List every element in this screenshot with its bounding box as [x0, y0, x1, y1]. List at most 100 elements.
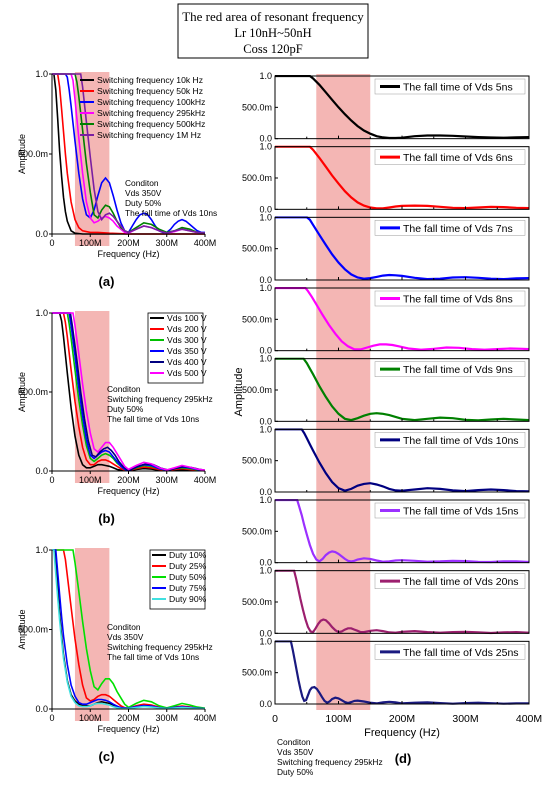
y-tick-label-b: 1.0 — [35, 308, 48, 318]
x-tick-label-a: 100M — [79, 238, 102, 248]
x-tick-label-d: 300M — [452, 713, 478, 725]
legend-box-d — [374, 502, 526, 519]
y-tick-label-d: 0.0 — [259, 204, 272, 214]
y-tick-label-d: 1.0 — [259, 424, 272, 434]
y-axis-label-d: Amplitude — [233, 368, 245, 417]
legend-label-b: Vds 100 V — [167, 313, 207, 323]
y-tick-label-d: 0.0 — [259, 416, 272, 426]
y-tick-label-d: 1.0 — [259, 142, 272, 152]
y-tick-label-d: 500.0m — [242, 385, 272, 395]
panel-label-b: (b) — [98, 511, 115, 526]
y-tick-label-d: 500.0m — [242, 526, 272, 536]
legend-label-a: Switching frequency 1M Hz — [97, 130, 201, 140]
y-tick-label-d: 1.0 — [259, 212, 272, 222]
legend-label-d: The fall time of Vds 15ns — [403, 506, 519, 518]
subplot-d-7: 0.0 500.0m 1.0 The fall time of Vds 20ns — [242, 566, 530, 638]
condition-line-a: Vds 350V — [125, 188, 162, 198]
x-tick-label-d: 0 — [272, 713, 278, 725]
legend-label-d: The fall time of Vds 8ns — [403, 294, 513, 306]
legend-a: Switching frequency 10k Hz Switching freq… — [80, 75, 205, 140]
subplot-d-8: 0.0 500.0m 1.0 The fall time of Vds 25ns — [242, 636, 530, 709]
x-tick-label-a: 400M — [194, 238, 217, 248]
y-tick-label-d: 500.0m — [242, 456, 272, 466]
series-line-d-5 — [275, 428, 529, 493]
x-tick-label-b: 0 — [49, 475, 54, 485]
subplot-d-6: 0.0 500.0m 1.0 The fall time of Vds 15ns — [242, 495, 530, 568]
legend-label-a: Switching frequency 10k Hz — [97, 75, 203, 85]
x-tick-label-c: 200M — [117, 713, 140, 723]
y-tick-label-d: 1.0 — [259, 354, 272, 364]
y-tick-label-d: 0.0 — [259, 487, 272, 497]
x-tick-label-b: 100M — [79, 475, 102, 485]
y-tick-label-d: 0.0 — [259, 699, 272, 709]
legend-box-d — [374, 573, 526, 589]
y-axis-label-c: Amplitude — [17, 609, 27, 649]
y-tick-label-c: 500.0m — [18, 625, 48, 635]
legend-label-b: Vds 200 V — [167, 324, 207, 334]
y-tick-label-d: 500.0m — [242, 597, 272, 607]
series-line-d-0 — [275, 75, 529, 140]
x-tick-label-b: 400M — [194, 475, 217, 485]
x-tick-label-c: 400M — [194, 713, 217, 723]
legend-label-b: Vds 500 V — [167, 368, 207, 378]
panel-label-d: (d) — [395, 751, 412, 766]
legend-label-a: Switching frequency 500kHz — [97, 119, 205, 129]
x-axis-label-c: Frequency (Hz) — [97, 724, 159, 734]
condition-line-b: Conditon — [107, 384, 141, 394]
legend-box-d — [374, 220, 526, 236]
x-tick-label-d: 400M — [516, 713, 542, 725]
y-tick-label-a: 0.0 — [35, 229, 48, 239]
y-tick-label-a: 1.0 — [35, 69, 48, 79]
legend-box-d — [374, 432, 526, 448]
x-tick-label-b: 300M — [155, 475, 178, 485]
condition-line-d: Vds 350V — [277, 747, 314, 757]
subplot-d-3: 0.0 500.0m 1.0 The fall time of Vds 8ns — [242, 283, 530, 356]
x-tick-label-a: 0 — [49, 238, 54, 248]
x-tick-label-a: 200M — [117, 238, 140, 248]
y-axis-label-a: Amplitude — [17, 134, 27, 174]
legend-box-b — [147, 312, 204, 384]
y-tick-label-d: 0.0 — [259, 134, 272, 144]
header-capacitance: Coss 120pF — [243, 42, 302, 56]
subplot-d-5: 0.0 500.0m 1.0 The fall time of Vds 10ns — [242, 424, 530, 497]
y-tick-label-d: 0.0 — [259, 346, 272, 356]
subplot-d-2: 0.0 500.0m 1.0 The fall time of Vds 7ns — [242, 212, 530, 285]
header-inductance: Lr 10nH~50nH — [234, 26, 311, 40]
condition-line-c: Switching frequency 295kHz — [107, 642, 213, 652]
y-tick-label-c: 0.0 — [35, 704, 48, 714]
legend-label-a: Switching frequency 295kHz — [97, 108, 205, 118]
y-tick-label-d: 1.0 — [259, 71, 272, 81]
condition-line-b: Switching frequency 295kHz — [107, 394, 213, 404]
resonant-region-d — [316, 74, 371, 710]
y-tick-label-d: 500.0m — [242, 102, 272, 112]
legend-label-d: The fall time of Vds 25ns — [403, 647, 519, 659]
y-tick-label-d: 0.0 — [259, 628, 272, 638]
panel-label-a: (a) — [99, 274, 115, 289]
condition-line-a: Conditon — [125, 178, 159, 188]
legend-label-c: Duty 50% — [169, 572, 207, 582]
condition-line-b: Duty 50% — [107, 404, 144, 414]
legend-label-d: The fall time of Vds 9ns — [403, 364, 513, 376]
panel-label-c: (c) — [99, 749, 115, 764]
x-tick-label-d: 200M — [389, 713, 415, 725]
y-tick-label-b: 500.0m — [18, 387, 48, 397]
y-tick-label-b: 0.0 — [35, 466, 48, 476]
resonant-region-c — [74, 548, 110, 721]
series-line-d-7 — [275, 569, 529, 635]
legend-box-d — [374, 290, 526, 307]
legend-label-d: The fall time of Vds 20ns — [403, 576, 519, 588]
x-axis-label-a: Frequency (Hz) — [97, 249, 159, 259]
legend-label-b: Vds 350 V — [167, 346, 207, 356]
subplot-d-1: 0.0 500.0m 1.0 The fall time of Vds 6ns — [242, 142, 530, 214]
header-title: The red area of resonant frequency — [182, 9, 364, 24]
x-tick-label-a: 300M — [155, 238, 178, 248]
y-tick-label-c: 1.0 — [35, 545, 48, 555]
x-tick-label-d: 100M — [325, 713, 351, 725]
legend-label-d: The fall time of Vds 7ns — [403, 223, 513, 235]
series-line-b-5 — [52, 312, 205, 471]
y-tick-label-d: 1.0 — [259, 283, 272, 293]
y-axis-label-b: Amplitude — [17, 372, 27, 412]
series-line-c-4 — [52, 549, 205, 710]
legend-box-d — [374, 644, 526, 660]
